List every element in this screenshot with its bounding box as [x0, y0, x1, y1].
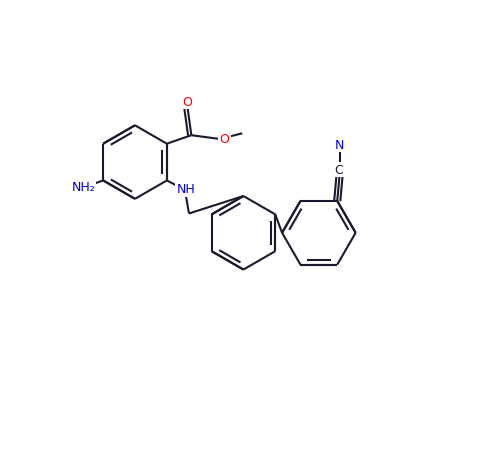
Text: C: C [334, 164, 343, 177]
Text: NH₂: NH₂ [72, 180, 95, 193]
Text: O: O [219, 132, 229, 145]
Text: O: O [183, 96, 192, 109]
Text: NH: NH [176, 183, 195, 196]
Text: N: N [335, 139, 344, 151]
